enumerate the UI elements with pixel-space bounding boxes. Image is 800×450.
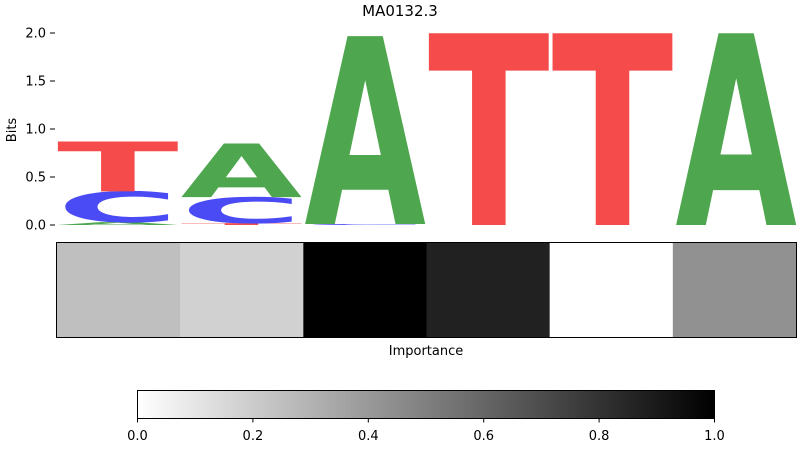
logo-letter-c: C <box>57 183 179 232</box>
logo-letter-c: C <box>181 191 303 232</box>
logo-letter-a: A <box>304 0 426 286</box>
heatmap-frame <box>56 242 797 338</box>
logo-y-tick-label: 0.0 <box>25 219 46 234</box>
heatmap-cell <box>180 243 304 337</box>
colorbar-tick-label: 0.8 <box>589 429 610 444</box>
colorbar-tick-label: 0.6 <box>473 429 494 444</box>
logo-letter-t: T <box>428 0 550 287</box>
logo-letter-t: T <box>181 223 303 226</box>
colorbar-ticks: 0.0 0.2 0.4 0.6 0.8 1.0 <box>127 418 725 444</box>
logo-y-axis: 0.0 0.5 1.0 1.5 2.0 <box>25 27 55 234</box>
heatmap-cell <box>303 243 427 337</box>
logo-y-tick-label: 0.5 <box>25 171 46 186</box>
logo-letter-t: T <box>57 128 179 207</box>
colorbar-panel: 0.0 0.2 0.4 0.6 0.8 1.0 <box>127 390 725 444</box>
heatmap-cell <box>549 243 674 337</box>
logo-y-tick-label: 2.0 <box>25 27 46 42</box>
heatmap-cells <box>57 243 797 337</box>
importance-heatmap-panel: Importance <box>56 242 797 359</box>
heatmap-cell <box>672 243 797 337</box>
logo-letter-t: T <box>552 0 674 287</box>
heatmap-x-axis-label: Importance <box>389 344 464 359</box>
colorbar-tick-label: 0.0 <box>127 429 148 444</box>
logo-letter-a: A <box>57 221 179 226</box>
colorbar-gradient <box>137 390 715 419</box>
heatmap-cell <box>426 243 551 337</box>
colorbar-tick-label: 0.4 <box>358 429 379 444</box>
logo-letter-c: C <box>304 224 426 226</box>
colorbar-tick-label: 0.2 <box>243 429 264 444</box>
heatmap-cell <box>57 243 181 337</box>
colorbar-tick-label: 1.0 <box>704 429 725 444</box>
logo-y-axis-label: Bits <box>5 118 20 143</box>
logo-title: MA0132.3 <box>362 2 438 20</box>
logo-y-tick-label: 1.5 <box>25 75 46 90</box>
logo-letter-a: A <box>675 0 797 288</box>
logo-letter-a: A <box>181 129 303 215</box>
logo-y-tick-label: 1.0 <box>25 123 46 138</box>
